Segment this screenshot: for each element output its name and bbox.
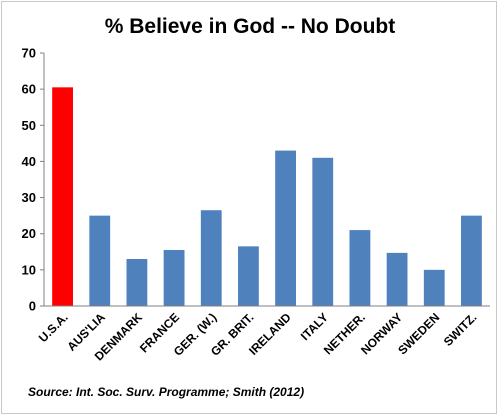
bar-11: [461, 215, 482, 306]
x-category-label: SWITZ.: [441, 310, 480, 349]
y-tick-label: 40: [22, 154, 36, 169]
bar-9: [386, 252, 408, 306]
chart-title: % Believe in God -- No Doubt: [105, 15, 396, 38]
y-tick-label: 0: [29, 299, 36, 314]
y-tick-label: 60: [22, 82, 36, 97]
axes: [43, 53, 490, 307]
y-tick-label: 30: [22, 190, 36, 205]
bar-2: [126, 259, 148, 306]
bar-7: [312, 157, 334, 306]
bar-6: [275, 150, 296, 306]
y-tick-label: 50: [22, 118, 36, 133]
bar-10: [423, 269, 445, 306]
y-tick-label: 10: [22, 262, 36, 277]
bar-3: [163, 249, 185, 306]
x-category-label: U.S.A.: [36, 310, 71, 345]
y-tick-label: 70: [22, 46, 36, 61]
source-note: Source: Int. Soc. Surv. Programme; Smith…: [28, 385, 304, 399]
bar-0: [52, 87, 73, 306]
bar-1: [89, 215, 111, 306]
bar-4: [200, 210, 222, 306]
bar-5: [238, 246, 259, 306]
bars: [52, 87, 482, 306]
y-axis-ticks: 0 10 20 30 40 50 60 70: [22, 46, 44, 314]
y-tick-label: 20: [22, 226, 36, 241]
x-category-label: ITALY: [298, 310, 331, 343]
bar-8: [349, 230, 371, 306]
